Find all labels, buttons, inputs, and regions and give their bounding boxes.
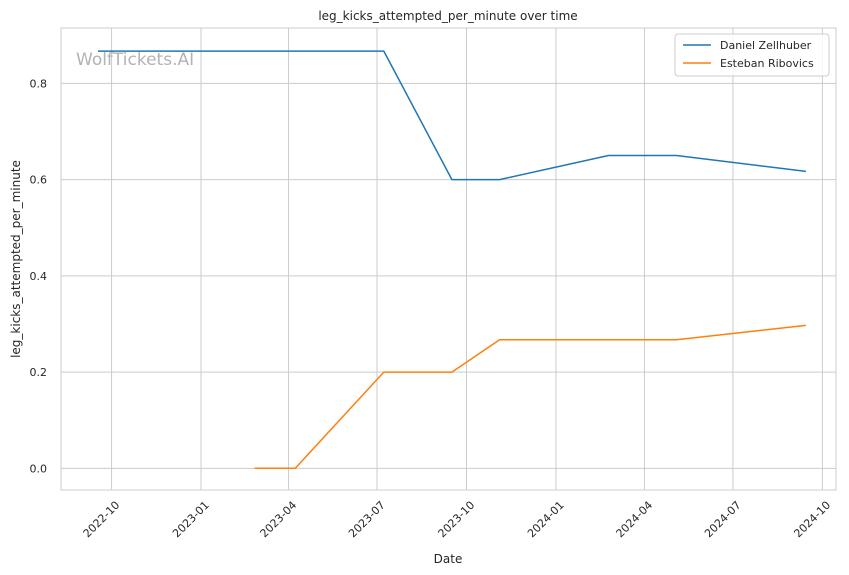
legend-label-esteban-ribovics: Esteban Ribovics bbox=[720, 57, 814, 70]
x-tick-label: 2022-10 bbox=[81, 499, 123, 541]
grid bbox=[61, 28, 836, 490]
series-line-daniel-zellhuber bbox=[98, 50, 806, 181]
y-axis-ticks: 0.0 0.2 0.4 0.6 0.8 bbox=[30, 77, 48, 475]
y-tick-label: 0.2 bbox=[30, 366, 48, 379]
x-tick-label: 2023-04 bbox=[258, 499, 300, 541]
series-layer bbox=[98, 50, 806, 470]
plot-frame bbox=[60, 27, 837, 491]
y-tick-label: 0.8 bbox=[30, 77, 48, 90]
x-tick-label: 2024-10 bbox=[791, 499, 833, 541]
x-tick-label: 2024-04 bbox=[614, 499, 656, 541]
y-tick-label: 0.0 bbox=[30, 462, 48, 475]
x-axis-label: Date bbox=[434, 552, 463, 566]
x-tick-label: 2024-01 bbox=[525, 499, 567, 541]
watermark: WolfTickets.AI bbox=[76, 50, 194, 70]
y-axis-label: leg_kicks_attempted_per_minute bbox=[9, 160, 23, 358]
y-tick-label: 0.6 bbox=[30, 174, 48, 187]
legend-box bbox=[674, 33, 830, 77]
x-axis-ticks: 2022-10 2023-01 2023-04 2023-07 2023-10 2024-… bbox=[81, 499, 834, 541]
legend-label-daniel-zellhuber: Daniel Zellhuber bbox=[720, 39, 812, 52]
legend: Daniel Zellhuber Esteban Ribovics bbox=[674, 33, 830, 77]
x-tick-label: 2023-01 bbox=[170, 499, 212, 541]
x-tick-label: 2023-07 bbox=[346, 499, 388, 541]
series-line-esteban-ribovics bbox=[254, 324, 806, 470]
x-tick-label: 2023-10 bbox=[436, 499, 478, 541]
x-tick-label: 2024-07 bbox=[702, 499, 744, 541]
y-tick-label: 0.4 bbox=[30, 270, 48, 283]
chart-title: leg_kicks_attempted_per_minute over time bbox=[318, 9, 577, 23]
